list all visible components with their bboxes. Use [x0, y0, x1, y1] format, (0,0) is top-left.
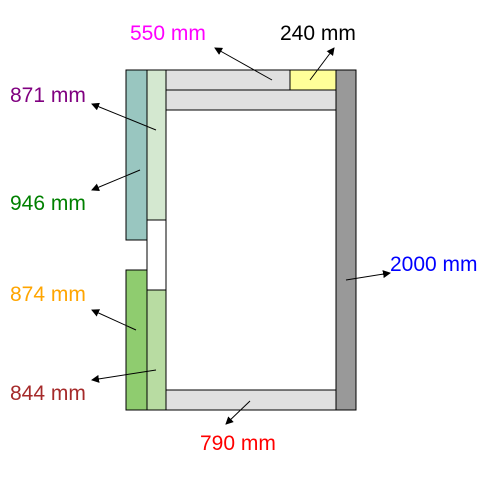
upper-outer-panel — [125, 69, 148, 241]
top-yellow-block — [289, 69, 337, 91]
label-871: 871 mm — [10, 84, 86, 107]
label-874: 874 mm — [10, 283, 86, 306]
arrow-bottom — [225, 400, 251, 425]
label-790: 790 mm — [200, 432, 276, 455]
arrow-right-side — [345, 270, 391, 281]
second-shelf — [165, 89, 337, 111]
arrow-top-left — [214, 47, 273, 81]
label-946: 946 mm — [10, 192, 86, 215]
label-240: 240 mm — [280, 22, 356, 45]
arrow-top-right — [309, 47, 335, 81]
label-844: 844 mm — [10, 382, 86, 405]
arrow-upper-inner — [91, 169, 141, 191]
left-gap-wall — [146, 219, 167, 291]
right-side-panel — [335, 69, 357, 411]
arrow-upper-outer — [91, 102, 157, 131]
arrow-lower-inner — [91, 369, 157, 383]
label-2000: 2000 mm — [390, 253, 478, 276]
arrow-lower-outer — [91, 309, 137, 331]
label-550: 550 mm — [130, 22, 206, 45]
lower-outer-panel — [125, 269, 148, 411]
lower-inner-panel — [146, 289, 167, 411]
inner-frame — [165, 109, 337, 391]
bottom-shelf — [165, 389, 337, 411]
upper-inner-panel — [146, 69, 167, 221]
